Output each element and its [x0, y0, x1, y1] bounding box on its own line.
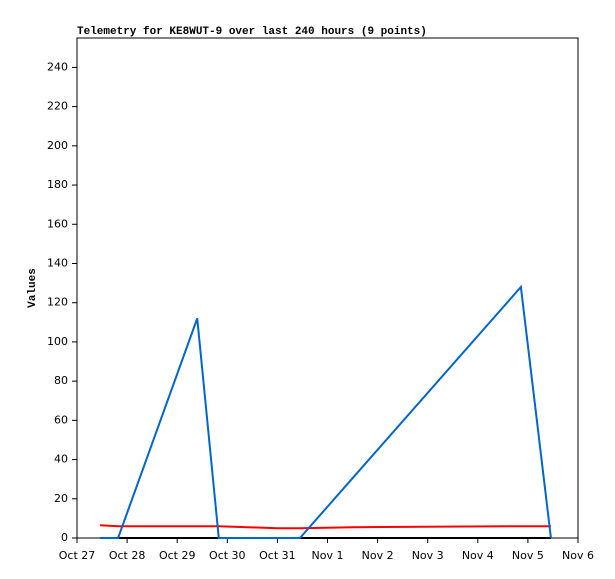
x-tick-label: Oct 30 — [209, 549, 246, 562]
x-tick-label: Nov 4 — [462, 549, 494, 562]
y-axis-label: Values — [27, 268, 39, 308]
y-tick-label: 120 — [47, 296, 68, 309]
y-tick-label: 160 — [47, 217, 68, 230]
x-tick-label: Oct 31 — [259, 549, 296, 562]
y-tick-label: 40 — [54, 453, 68, 466]
y-tick-label: 20 — [54, 492, 68, 505]
y-tick-label: 200 — [47, 139, 68, 152]
y-tick-label: 0 — [61, 531, 68, 544]
y-tick-label: 140 — [47, 256, 68, 269]
x-tick-label: Oct 28 — [109, 549, 146, 562]
x-tick-label: Nov 2 — [362, 549, 394, 562]
x-tick-label: Oct 27 — [59, 549, 96, 562]
y-tick-label: 220 — [47, 100, 68, 113]
y-tick-label: 100 — [47, 335, 68, 348]
y-tick-label: 180 — [47, 178, 68, 191]
y-tick-label: 240 — [47, 60, 68, 73]
x-tick-label: Nov 6 — [562, 549, 594, 562]
chart-title: Telemetry for KE8WUT-9 over last 240 hou… — [77, 26, 427, 38]
series-line — [100, 284, 552, 539]
y-tick-label: 80 — [54, 374, 68, 387]
x-tick-label: Oct 29 — [159, 549, 196, 562]
x-tick-label: Nov 3 — [412, 549, 444, 562]
y-tick-label: 60 — [54, 413, 68, 426]
series-line — [99, 524, 551, 530]
x-tick-label: Nov 1 — [312, 549, 344, 562]
x-tick-label: Nov 5 — [512, 549, 544, 562]
